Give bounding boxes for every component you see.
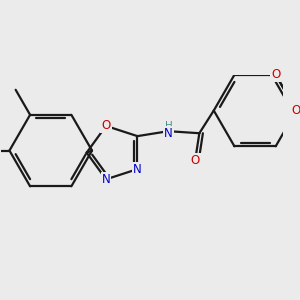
Text: N: N — [133, 163, 142, 176]
Text: O: O — [101, 119, 111, 132]
Text: N: N — [102, 173, 110, 186]
Text: H: H — [164, 121, 172, 131]
Text: O: O — [292, 104, 300, 117]
Text: O: O — [190, 154, 200, 166]
Text: O: O — [271, 68, 280, 81]
Text: N: N — [164, 127, 173, 140]
